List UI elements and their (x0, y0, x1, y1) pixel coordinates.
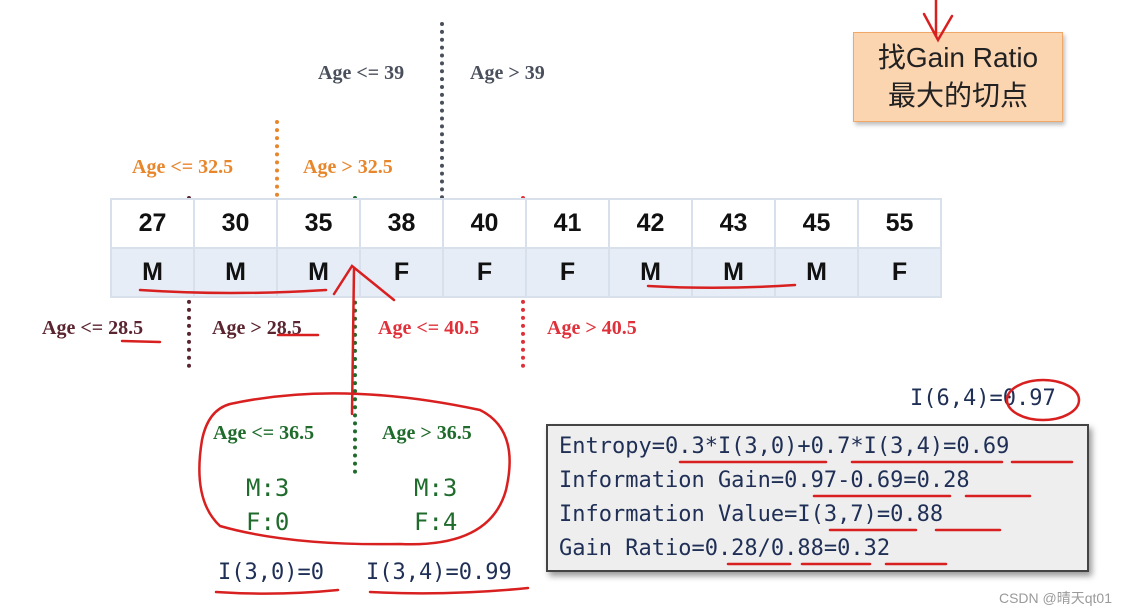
calculation-panel: Entropy=0.3*I(3,0)+0.7*I(3,4)=0.69 Infor… (546, 424, 1089, 572)
entropy-line: Entropy=0.3*I(3,0)+0.7*I(3,4)=0.69 (559, 434, 1010, 459)
gain-ratio-line: Gain Ratio=0.28/0.88=0.32 (559, 536, 891, 561)
information-value-line: Information Value=I(3,7)=0.88 (559, 502, 944, 527)
label-age-gt-36-5: Age > 36.5 (382, 422, 472, 444)
label-age-le-36-5: Age <= 36.5 (213, 422, 315, 444)
right-m-count: M:3 (414, 474, 458, 502)
age-cell: 45 (774, 198, 859, 249)
tip-box: 找Gain Ratio 最大的切点 (853, 32, 1063, 122)
gender-row: M M M F F F M M M F (110, 247, 942, 298)
gender-cell: F (359, 247, 444, 298)
label-age-gt-28-5: Age > 28.5 (212, 317, 302, 339)
underline-right-entropy (368, 586, 530, 595)
right-entropy: I(3,4)=0.99 (366, 560, 512, 585)
subset-circle (198, 392, 511, 546)
left-m-count: M:3 (246, 474, 290, 502)
underline-right-males (646, 283, 797, 290)
label-age-le-40-5: Age <= 40.5 (378, 317, 480, 339)
tip-line-2: 最大的切点 (887, 80, 1028, 111)
age-cell: 42 (608, 198, 693, 249)
label-age-gt-39: Age > 39 (470, 62, 545, 84)
left-entropy: I(3,0)=0 (218, 560, 324, 585)
gender-cell: M (608, 247, 693, 298)
pointer-arrow (922, 0, 954, 43)
split-line-39 (440, 22, 444, 294)
age-cell: 30 (193, 198, 278, 249)
label-age-le-39: Age <= 39 (318, 62, 405, 84)
underline-left-males (138, 288, 328, 295)
age-cell: 35 (276, 198, 361, 249)
gender-cell: F (525, 247, 610, 298)
underline-left-entropy (214, 588, 340, 595)
gender-cell: M (774, 247, 859, 298)
gender-cell: F (442, 247, 527, 298)
age-cell: 27 (110, 198, 195, 249)
right-f-count: F:4 (414, 508, 458, 536)
circle-0-97 (1005, 378, 1081, 422)
gender-cell: F (857, 247, 942, 298)
split-line-36-5 (353, 196, 357, 474)
label-age-gt-40-5: Age > 40.5 (547, 317, 637, 339)
left-f-count: F:0 (246, 508, 290, 536)
label-age-le-32-5: Age <= 32.5 (132, 156, 234, 178)
age-cell: 43 (691, 198, 776, 249)
gender-cell: M (110, 247, 195, 298)
cut-arrow (332, 264, 396, 416)
gender-cell: M (193, 247, 278, 298)
age-cell: 41 (525, 198, 610, 249)
age-gender-table: 27 30 35 38 40 41 42 43 45 55 M M M F F … (110, 198, 942, 298)
age-cell: 38 (359, 198, 444, 249)
tip-line-1: 找Gain Ratio (877, 42, 1039, 73)
underline-28-5-left (120, 339, 162, 344)
information-gain-line: Information Gain=0.97-0.69=0.28 (559, 468, 970, 493)
label-age-gt-32-5: Age > 32.5 (303, 156, 393, 178)
label-age-le-28-5: Age <= 28.5 (42, 317, 144, 339)
total-entropy: I(6,4)=0.97 (910, 386, 1056, 411)
age-cell: 40 (442, 198, 527, 249)
watermark: CSDN @晴天qt01 (998, 590, 1112, 606)
age-cell: 55 (857, 198, 942, 249)
age-row: 27 30 35 38 40 41 42 43 45 55 (110, 198, 942, 249)
gender-cell: M (276, 247, 361, 298)
